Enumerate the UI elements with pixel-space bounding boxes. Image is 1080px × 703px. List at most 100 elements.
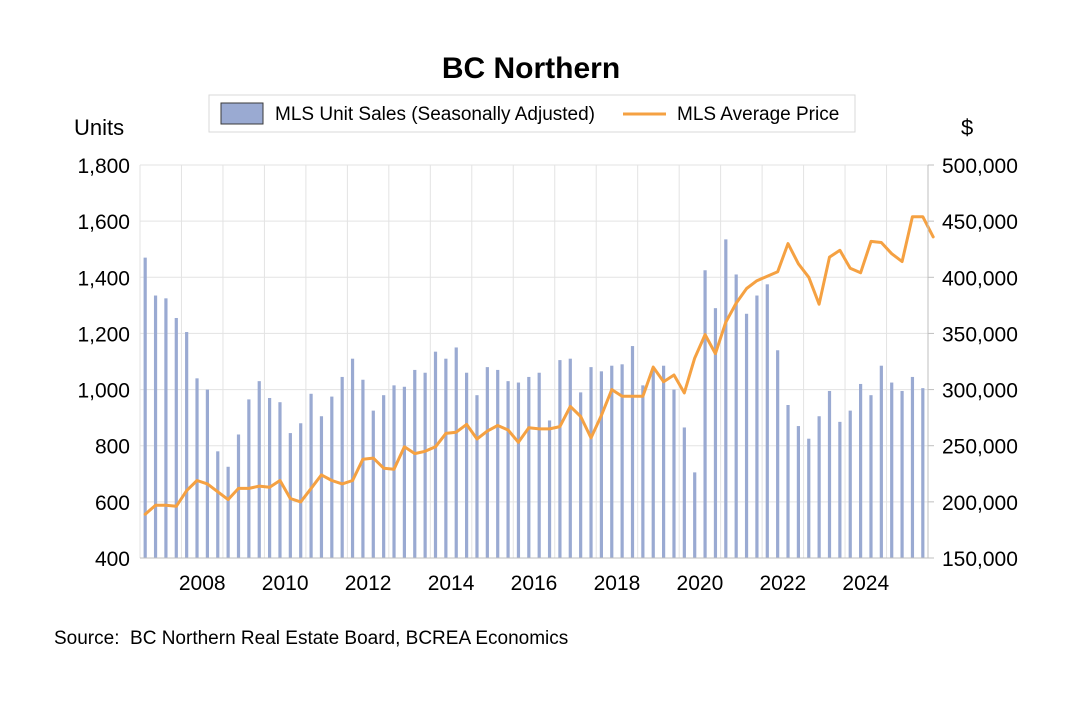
bar (807, 438, 811, 558)
bar (268, 397, 272, 558)
bar (382, 395, 386, 558)
bar (786, 405, 790, 558)
bar (247, 399, 251, 558)
right-tick-label: 500,000 (942, 155, 1018, 178)
right-tick-label: 150,000 (942, 548, 1018, 571)
bar (838, 421, 842, 558)
bar (693, 472, 697, 558)
bar (900, 390, 904, 558)
bar (361, 379, 365, 558)
bar (350, 358, 355, 558)
bar (630, 346, 635, 558)
bar (662, 365, 666, 558)
gridlines (139, 164, 929, 558)
bar (724, 239, 728, 558)
bar (641, 385, 645, 558)
bar (827, 390, 832, 558)
bar (703, 270, 707, 558)
bar (153, 295, 158, 558)
right-tick-label: 200,000 (942, 492, 1018, 515)
bar (579, 392, 583, 558)
bar (776, 350, 780, 558)
x-tick-label: 2010 (262, 572, 309, 595)
bar (558, 360, 562, 558)
bar (589, 367, 593, 558)
bar (330, 396, 334, 558)
left-tick-label: 400 (95, 548, 130, 571)
legend-line-label: MLS Average Price (677, 104, 839, 125)
bar (817, 416, 821, 558)
x-tick-label: 2008 (179, 572, 226, 595)
x-tick-label: 2022 (759, 572, 806, 595)
left-tick-label: 800 (95, 436, 130, 459)
bar (734, 274, 738, 558)
left-tick-label: 1,800 (77, 155, 130, 178)
left-tick-label: 1,400 (77, 267, 130, 290)
left-tick-labels: 1,800 1,600 1,400 1,200 1,000 800 600 400 (77, 155, 130, 571)
price-line (143, 215, 935, 516)
bar (537, 372, 541, 558)
bar (174, 317, 178, 558)
bar (879, 365, 883, 558)
bar (143, 257, 147, 558)
bar (205, 389, 209, 558)
bar (848, 410, 852, 558)
right-tick-labels: 500,000 450,000 400,000 350,000 300,000 250,0… (942, 155, 1018, 571)
left-tick-label: 1,600 (77, 211, 130, 234)
x-tick-label: 2016 (511, 572, 558, 595)
bar (309, 393, 313, 558)
axes (140, 164, 934, 559)
legend-bar-swatch (220, 102, 264, 125)
left-tick-label: 1,000 (77, 380, 130, 403)
bar (620, 364, 624, 558)
x-tick-labels: 2008 2010 2012 2014 2016 2018 2020 2022 2024 (179, 572, 890, 595)
source-note: Source: BC Northern Real Estate Board, B… (54, 628, 569, 649)
bar (164, 298, 168, 558)
bar (610, 365, 614, 558)
bar (744, 313, 749, 558)
bar (257, 381, 261, 558)
bar (713, 308, 718, 558)
bar (516, 382, 521, 558)
bar (288, 433, 292, 558)
bar (340, 376, 344, 558)
bar (890, 382, 894, 558)
bar (682, 427, 686, 558)
bar (910, 376, 915, 558)
bar (392, 385, 396, 558)
left-tick-label: 600 (95, 492, 130, 515)
bar (869, 395, 873, 558)
x-tick-label: 2012 (345, 572, 392, 595)
right-tick-label: 400,000 (942, 267, 1018, 290)
bar (599, 371, 603, 558)
legend-bar-label: MLS Unit Sales (Seasonally Adjusted) (275, 104, 595, 125)
x-tick-label: 2018 (594, 572, 641, 595)
bar (319, 416, 324, 558)
right-tick-label: 300,000 (942, 380, 1018, 403)
bar (547, 420, 552, 558)
bar (216, 451, 220, 558)
bar (485, 367, 489, 558)
bar (921, 388, 925, 558)
left-tick-label: 1,200 (77, 323, 130, 346)
bar (506, 381, 510, 558)
bar (413, 369, 417, 558)
price-line-series (143, 215, 935, 516)
bar (371, 410, 375, 558)
bar-series (143, 239, 925, 558)
bar (195, 378, 199, 558)
bar (651, 369, 655, 558)
bar (185, 332, 189, 558)
bar (444, 358, 448, 558)
x-tick-label: 2020 (677, 572, 724, 595)
bar (465, 372, 469, 558)
bar (423, 372, 427, 558)
bar (226, 466, 230, 558)
bar (454, 347, 458, 558)
bar (859, 383, 863, 558)
right-tick-label: 350,000 (942, 323, 1018, 346)
bar (796, 426, 800, 558)
x-tick-label: 2014 (428, 572, 475, 595)
bar (475, 395, 479, 558)
